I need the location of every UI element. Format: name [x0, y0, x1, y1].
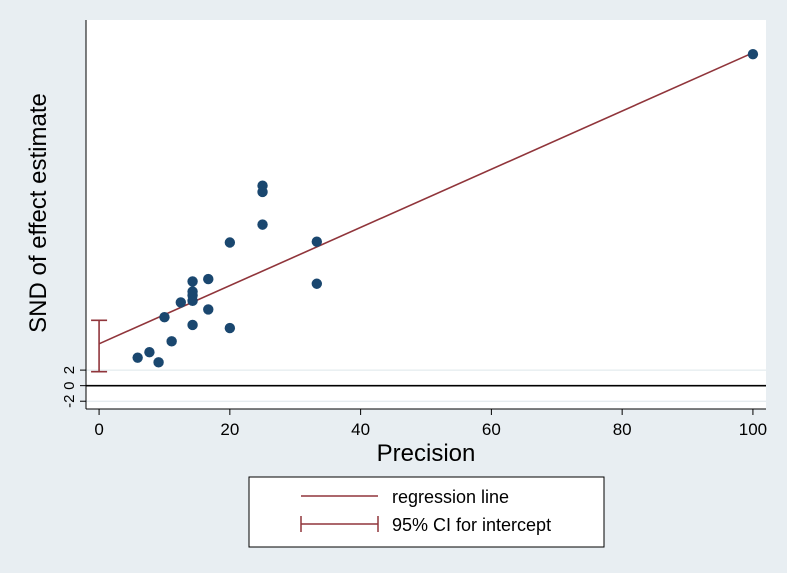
x-tick-label: 40 — [351, 420, 370, 439]
y-tick-label: 0 — [61, 381, 78, 389]
data-point — [311, 236, 323, 247]
x-tick-label: 80 — [613, 420, 632, 439]
x-axis-title: Precision — [377, 440, 476, 467]
x-tick-label: 100 — [739, 420, 767, 439]
x-tick-label: 60 — [482, 420, 501, 439]
data-point — [159, 311, 170, 323]
data-point — [153, 357, 164, 368]
y-axis-ticks: -2 0 2 — [61, 366, 86, 408]
regression-line-group — [98, 52, 754, 345]
x-tick-label: 0 — [94, 420, 103, 439]
data-point — [747, 49, 759, 60]
data-point — [144, 347, 155, 358]
data-point — [187, 319, 198, 331]
data-point — [257, 180, 268, 191]
data-point — [166, 336, 177, 347]
legend-ci-swatch — [300, 516, 379, 532]
data-point — [175, 297, 187, 308]
legend-box — [248, 476, 605, 548]
legend-regression-line-label: regression line — [392, 487, 509, 507]
y-axis-title: SND of effect estimate — [25, 93, 52, 333]
x-tick-label: 20 — [220, 420, 239, 439]
y-tick-label: 2 — [61, 366, 78, 374]
data-point — [203, 273, 214, 285]
data-point — [187, 286, 198, 297]
data-point — [311, 278, 323, 289]
data-point — [224, 237, 236, 248]
data-point — [132, 352, 143, 363]
y-tick-label: -2 — [61, 395, 78, 408]
data-point — [257, 219, 268, 230]
data-point — [203, 304, 214, 315]
data-point — [224, 322, 236, 334]
legend: regression line 95% CI for intercept — [248, 476, 605, 548]
scatter-points — [132, 49, 759, 368]
intercept-ci-group — [91, 319, 108, 373]
regression-line — [98, 52, 754, 345]
plot-area — [86, 20, 766, 409]
x-axis-ticks: 0 20 40 60 80 100 — [94, 409, 767, 439]
legend-ci-label: 95% CI for intercept — [392, 515, 551, 535]
data-point — [187, 276, 198, 287]
